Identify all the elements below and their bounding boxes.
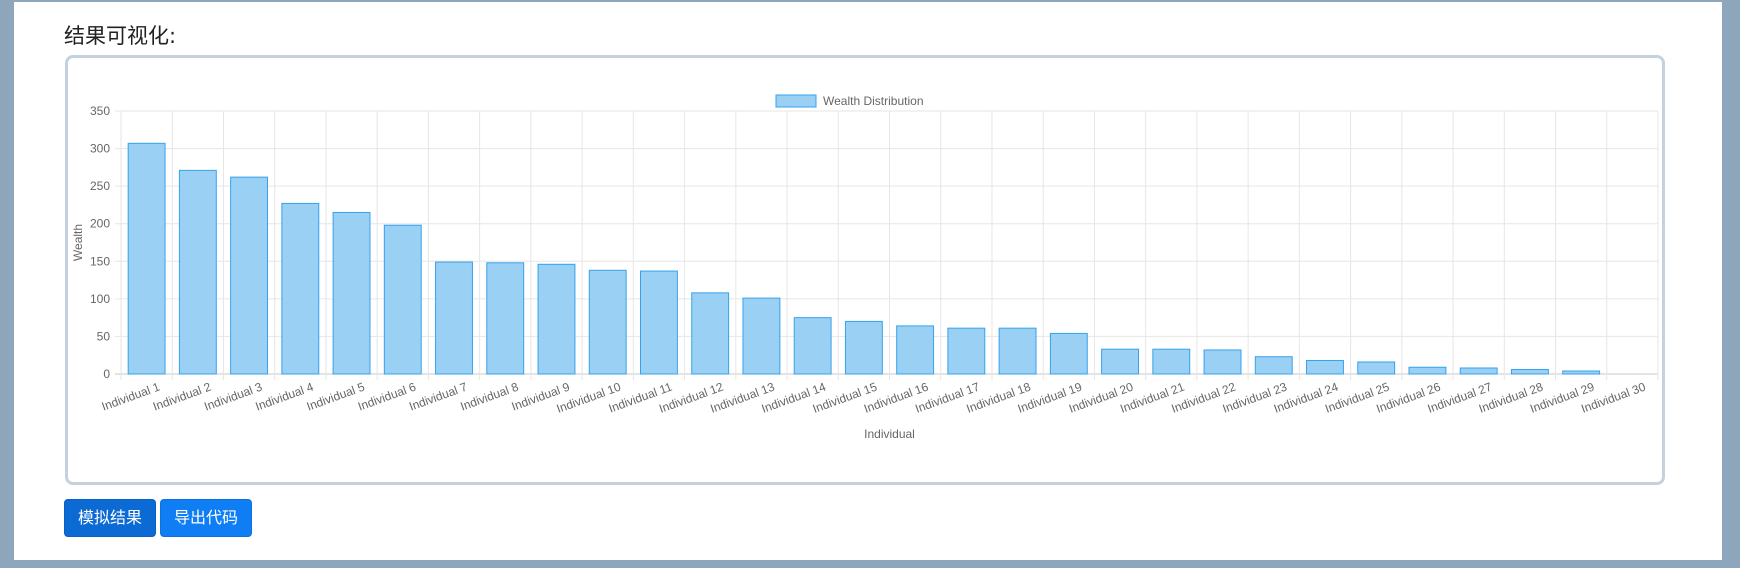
bar bbox=[588, 269, 627, 375]
bar bbox=[537, 263, 576, 375]
x-tick-label: Individual 1 bbox=[100, 380, 162, 414]
chart-card: 0 50 100 150 200 250 300 350 Individual 1 Individ… bbox=[65, 55, 1665, 485]
legend-swatch bbox=[775, 94, 817, 108]
x-axis-title: Individual bbox=[864, 427, 915, 441]
bar bbox=[1562, 370, 1601, 375]
x-tick-label: Individual 3 bbox=[202, 380, 264, 414]
x-tick-label: Individual 8 bbox=[458, 380, 520, 414]
bar bbox=[947, 327, 986, 375]
bar bbox=[742, 297, 781, 375]
page-panel: 结果可视化: 0 50 100 150 200 250 300 350 Individual 1… bbox=[14, 2, 1722, 560]
action-buttons: 模拟结果 导出代码 bbox=[64, 499, 253, 537]
bar bbox=[1049, 332, 1088, 375]
bar bbox=[793, 317, 832, 375]
bar bbox=[1306, 359, 1344, 375]
bar bbox=[1254, 356, 1293, 375]
y-tick-label: 350 bbox=[90, 104, 110, 118]
y-tick-label: 300 bbox=[90, 142, 110, 156]
bar bbox=[435, 261, 473, 375]
legend-label: Wealth Distribution bbox=[823, 94, 924, 108]
bar bbox=[844, 320, 883, 375]
y-tick-label: 50 bbox=[97, 329, 111, 343]
y-tick-label: 100 bbox=[90, 292, 110, 306]
bar bbox=[1408, 366, 1447, 375]
bar bbox=[691, 292, 730, 375]
bar bbox=[1101, 348, 1139, 375]
bar bbox=[1510, 368, 1549, 375]
bar bbox=[281, 202, 320, 375]
bar bbox=[998, 327, 1037, 375]
bar bbox=[1459, 367, 1498, 375]
x-tick-label: Individual 5 bbox=[305, 380, 367, 414]
bar bbox=[127, 142, 166, 375]
y-tick-label: 0 bbox=[103, 367, 110, 381]
bar bbox=[896, 325, 935, 375]
x-tick-label: Individual 4 bbox=[253, 380, 315, 414]
section-title: 结果可视化: bbox=[64, 24, 177, 48]
bar bbox=[383, 224, 422, 375]
x-tick-label: Individual 6 bbox=[356, 380, 418, 414]
x-tick-label: Individual 2 bbox=[151, 380, 213, 414]
y-axis-title: Wealth bbox=[71, 224, 85, 261]
simulate-result-button[interactable]: 模拟结果 bbox=[64, 499, 157, 537]
x-tick-label: Individual 7 bbox=[407, 380, 469, 414]
bar bbox=[178, 169, 217, 375]
y-tick-label: 150 bbox=[90, 254, 110, 268]
bar bbox=[332, 211, 371, 375]
bar bbox=[230, 176, 269, 375]
export-code-button[interactable]: 导出代码 bbox=[160, 499, 253, 537]
y-tick-label: 200 bbox=[90, 217, 110, 231]
bar bbox=[486, 262, 525, 375]
bar bbox=[1152, 348, 1191, 375]
y-tick-label: 250 bbox=[90, 179, 110, 193]
bar bbox=[1357, 361, 1396, 375]
bar bbox=[1203, 349, 1242, 375]
bar bbox=[640, 270, 678, 375]
